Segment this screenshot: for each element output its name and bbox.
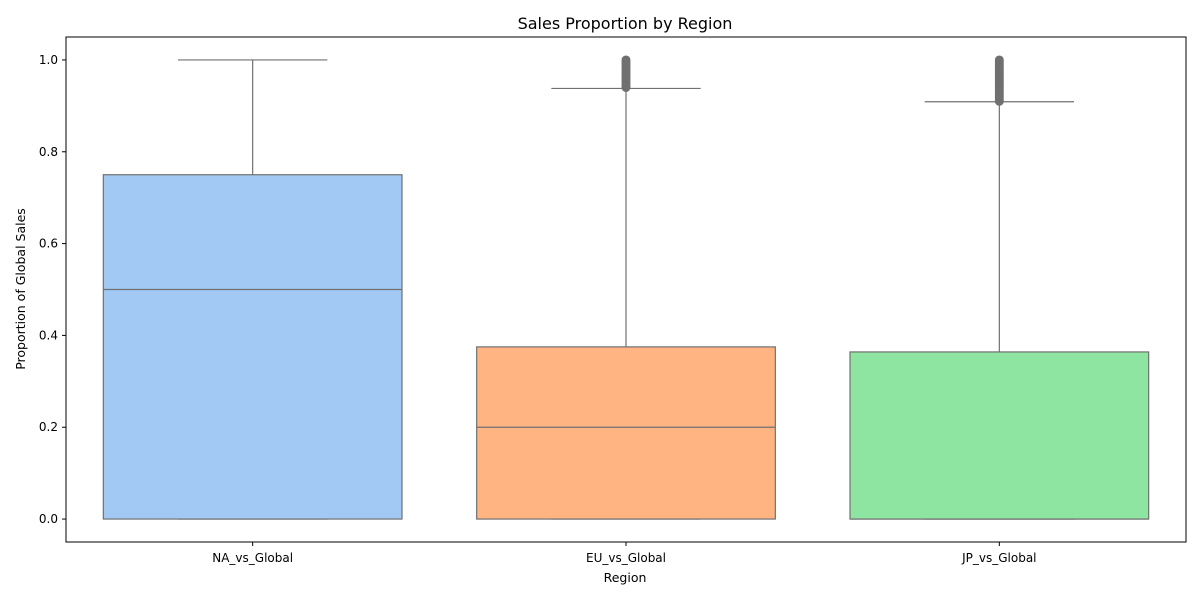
outlier-point bbox=[994, 55, 1004, 65]
y-tick-label: 1.0 bbox=[39, 53, 58, 67]
x-axis: NA_vs_Global EU_vs_Global JP_vs_Global bbox=[212, 542, 1037, 565]
x-tick-label: NA_vs_Global bbox=[212, 551, 293, 565]
y-axis-label: Proportion of Global Sales bbox=[13, 208, 28, 370]
x-tick-label: JP_vs_Global bbox=[961, 551, 1036, 565]
iqr-box bbox=[849, 351, 1150, 520]
box-jp-vs-global bbox=[849, 55, 1150, 520]
box-eu-vs-global bbox=[476, 55, 776, 520]
outlier-point bbox=[621, 55, 631, 65]
y-tick-label: 0.8 bbox=[39, 145, 58, 159]
x-tick-label: EU_vs_Global bbox=[586, 551, 666, 565]
iqr-box bbox=[476, 346, 776, 520]
y-tick-label: 0.0 bbox=[39, 512, 58, 526]
plot-area bbox=[102, 55, 1150, 520]
y-tick-label: 0.4 bbox=[39, 328, 58, 342]
y-axis: 0.0 0.2 0.4 0.6 0.8 1.0 bbox=[39, 53, 66, 526]
y-tick-label: 0.6 bbox=[39, 237, 58, 251]
y-tick-label: 0.2 bbox=[39, 420, 58, 434]
x-axis-label: Region bbox=[604, 570, 647, 585]
chart-title: Sales Proportion by Region bbox=[518, 14, 733, 33]
box-na-vs-global bbox=[102, 59, 403, 520]
iqr-box bbox=[102, 174, 403, 520]
